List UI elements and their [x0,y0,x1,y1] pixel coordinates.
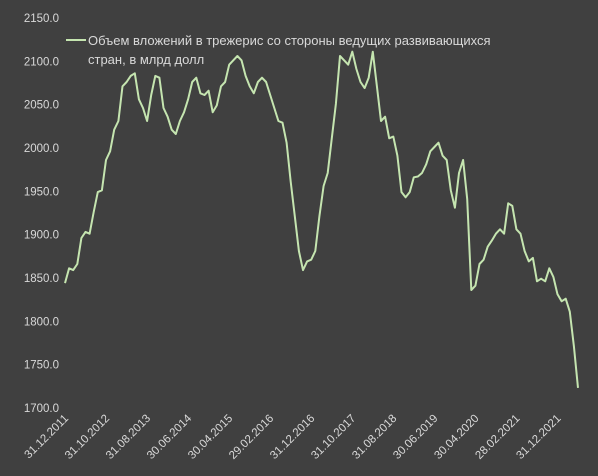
y-tick-label: 2150.0 [24,13,59,25]
legend-label-line: стран, в млрд долл [88,52,204,67]
y-tick-label: 2100.0 [24,56,59,68]
y-tick-label: 1750.0 [24,360,59,372]
y-tick-label: 1800.0 [24,316,59,328]
y-tick-label: 1950.0 [24,186,59,198]
y-tick-label: 1850.0 [24,273,59,285]
y-tick-label: 1700.0 [24,403,59,415]
legend-label: Объем вложений в трежерис со стороны вед… [88,33,491,67]
data-line [64,50,579,388]
y-tick-label: 1900.0 [24,230,59,242]
legend-label-line: Объем вложений в трежерис со стороны вед… [88,33,491,48]
y-tick-label: 2000.0 [24,143,59,155]
x-tick-label: 31.12.2021 [514,413,563,462]
y-tick-label: 2050.0 [24,100,59,112]
legend: Объем вложений в трежерис со стороны вед… [66,33,491,67]
